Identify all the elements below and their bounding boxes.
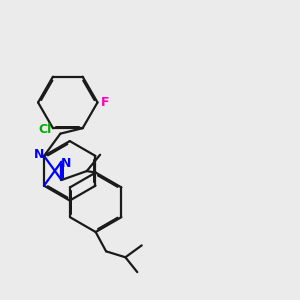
Text: Cl: Cl — [38, 123, 51, 136]
Text: F: F — [101, 96, 109, 109]
Text: N: N — [34, 148, 45, 161]
Text: N: N — [61, 158, 71, 170]
